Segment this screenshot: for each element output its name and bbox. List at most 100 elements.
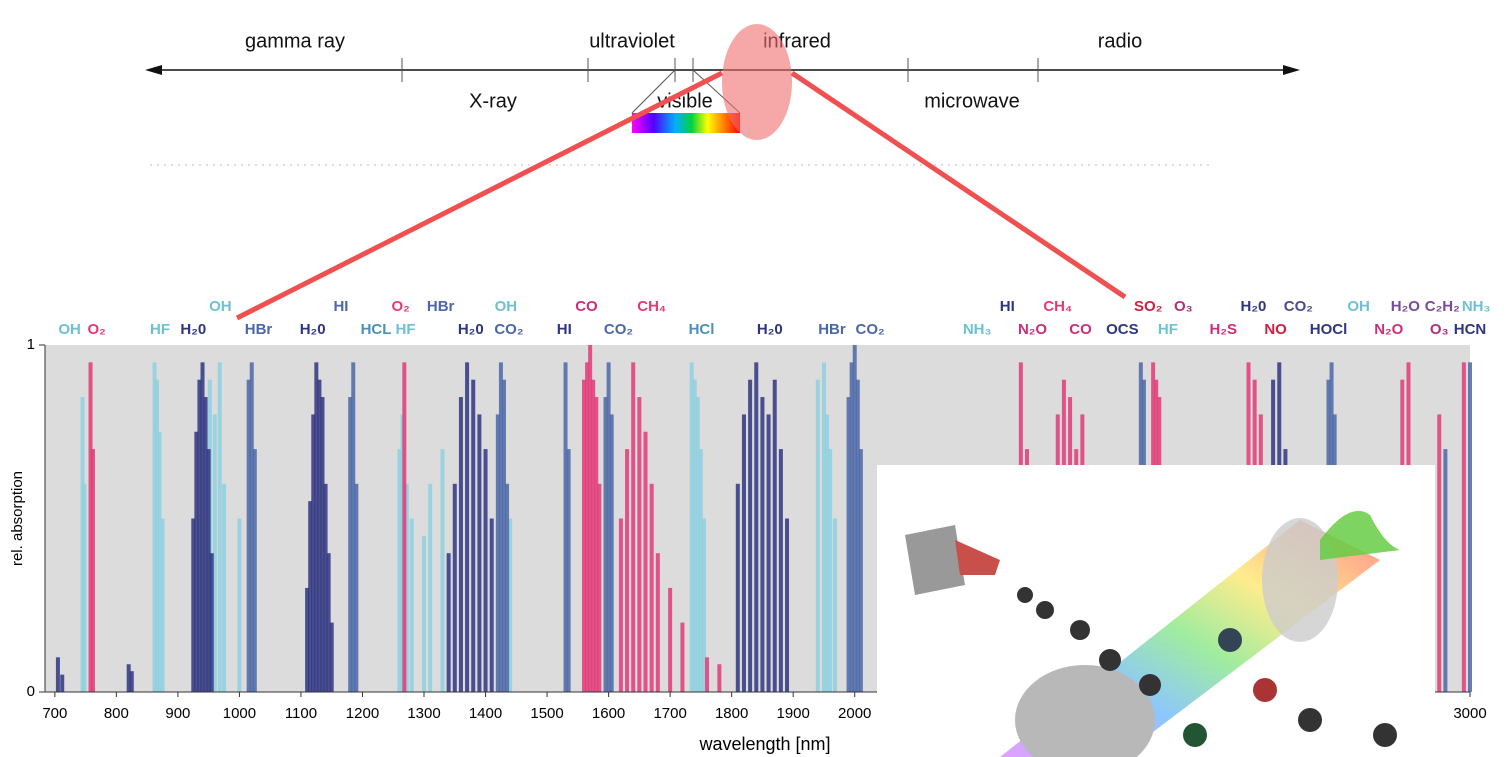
x-tick-label: 1100 — [285, 705, 317, 722]
absorption-peak — [465, 362, 470, 692]
absorption-peak — [397, 449, 402, 692]
x-tick-label: 1800 — [715, 705, 748, 722]
nozzle-tip — [955, 540, 1000, 575]
absorption-peak — [852, 345, 857, 692]
molecule-label: C₂H₂ — [1425, 298, 1460, 315]
absorption-peak — [815, 379, 820, 692]
y-axis-label: rel. absorption — [9, 471, 26, 566]
absorption-peak — [698, 449, 703, 692]
absorption-peak — [348, 397, 353, 692]
absorption-peak — [305, 587, 310, 692]
molecule-label: H₂O — [1391, 298, 1420, 315]
absorption-peak — [409, 518, 414, 692]
absorption-peak — [152, 362, 157, 692]
absorption-peak — [1443, 449, 1448, 692]
y-tick-label: 0 — [27, 683, 35, 700]
absorption-peak — [60, 674, 65, 692]
molecule-label: HOCl — [1310, 321, 1348, 338]
band-label: ultraviolet — [589, 30, 675, 52]
absorption-peak — [222, 483, 227, 692]
molecule-label: N₂O — [1018, 321, 1047, 338]
absorption-peak — [329, 622, 334, 692]
molecule-label: OH — [209, 298, 232, 315]
zoom-highlight — [722, 24, 792, 140]
y-tick-label: 1 — [27, 336, 35, 353]
absorption-peak — [55, 657, 60, 692]
molecule-label: H₂0 — [757, 321, 783, 338]
molecule-label: NO — [1264, 321, 1287, 338]
absorption-peak — [643, 431, 648, 692]
molecule-label: O₃ — [1430, 321, 1449, 338]
molecule-label: H₂S — [1210, 321, 1238, 338]
absorption-peak — [680, 622, 685, 692]
absorption-peak — [821, 362, 826, 692]
molecule-label: CH₄ — [1043, 298, 1072, 315]
absorption-peak — [625, 449, 630, 692]
x-tick-label: 1700 — [653, 705, 686, 722]
absorption-peak — [748, 379, 753, 692]
molecule-label: HBr — [245, 321, 273, 338]
absorption-peak — [858, 449, 863, 692]
absorption-peak — [209, 553, 214, 692]
absorption-peak — [88, 362, 93, 692]
absorption-peak — [689, 362, 694, 692]
absorption-peak — [351, 362, 356, 692]
molecule-label: HI — [557, 321, 572, 338]
x-tick-label: 900 — [165, 705, 190, 722]
absorption-peak — [825, 414, 830, 692]
x-tick-label: 3000 — [1453, 705, 1486, 722]
absorption-peak — [90, 449, 95, 692]
molecule-label: CO — [1069, 321, 1092, 338]
absorption-peak — [855, 379, 860, 692]
x-axis-label: wavelength [nm] — [698, 734, 830, 754]
absorption-peak — [563, 362, 568, 692]
molecule-label: CO₂ — [856, 321, 885, 338]
absorption-peak — [212, 414, 217, 692]
absorption-peak — [217, 362, 222, 692]
absorption-peak — [597, 483, 602, 692]
band-label: visible — [657, 90, 713, 112]
absorption-peak — [237, 518, 242, 692]
absorption-peak — [311, 414, 316, 692]
x-tick-label: 1500 — [530, 705, 563, 722]
absorption-peak — [82, 483, 87, 692]
x-tick-label: 1400 — [469, 705, 502, 722]
absorption-peak — [252, 449, 257, 692]
molecule-label: CO — [575, 298, 598, 315]
absorption-peak — [502, 379, 507, 692]
molecule-label: H₂0 — [458, 321, 484, 338]
absorption-peak — [668, 587, 673, 692]
absorption-peak — [308, 501, 313, 692]
x-tick-label: 1900 — [776, 705, 809, 722]
absorption-peak — [126, 664, 131, 692]
molecule-label: HCN — [1454, 321, 1487, 338]
molecule-label: HCL — [361, 321, 392, 338]
absorption-peak — [191, 518, 196, 692]
absorption-peak — [581, 379, 586, 692]
molecule-label: HI — [1000, 298, 1015, 315]
lens — [1262, 518, 1338, 642]
absorption-peak — [326, 553, 331, 692]
absorption-peak — [200, 362, 205, 692]
absorption-peak — [701, 518, 706, 692]
absorption-peak — [495, 414, 500, 692]
absorption-peak — [705, 657, 710, 692]
molecule-label: SO₂ — [1134, 298, 1162, 315]
absorption-peak — [489, 518, 494, 692]
molecule-label: HI — [333, 298, 348, 315]
absorption-peak — [566, 449, 571, 692]
absorption-peak — [594, 397, 599, 692]
absorption-peak — [505, 483, 510, 692]
absorption-peak — [498, 362, 503, 692]
absorption-peak — [1437, 414, 1442, 692]
absorption-peak — [458, 397, 463, 692]
molecule-label: N₂O — [1374, 321, 1403, 338]
absorption-peak — [129, 671, 134, 692]
absorption-peak — [314, 362, 319, 692]
x-tick-label: 2000 — [838, 705, 871, 722]
absorption-peak — [588, 345, 593, 692]
absorption-peak — [354, 483, 359, 692]
absorption-peak — [618, 518, 623, 692]
x-tick-label: 1300 — [407, 705, 440, 722]
